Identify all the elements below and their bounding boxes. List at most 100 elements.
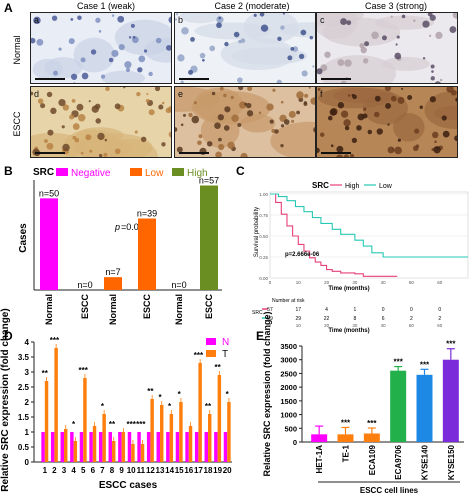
cell-nucleus bbox=[381, 35, 387, 41]
c-risk-xtick: 40 bbox=[381, 323, 387, 328]
b-pvalue-p: p bbox=[114, 222, 120, 232]
d-plot-area: 00.511.522.533.54**1***2 3*4***5 6*7**8 9**… bbox=[18, 336, 232, 475]
cell-nucleus bbox=[53, 70, 58, 76]
cell-nucleus bbox=[125, 67, 131, 73]
cell-nucleus bbox=[419, 105, 423, 109]
c-risk-xtick: 0 bbox=[269, 323, 272, 328]
cell-nucleus bbox=[216, 16, 224, 24]
e-bar bbox=[337, 434, 354, 442]
cell-nucleus bbox=[188, 112, 193, 118]
d-ytick-label: 2.5 bbox=[18, 383, 30, 392]
c-xtick-label: 10 bbox=[296, 280, 302, 285]
cell-nucleus bbox=[296, 91, 304, 99]
d-bar-n bbox=[70, 432, 74, 462]
ihc-image-d: d bbox=[30, 86, 172, 158]
d-legend-swatch-n bbox=[206, 338, 216, 345]
e-ytick-label: 2000 bbox=[280, 383, 297, 392]
cell-nucleus bbox=[413, 19, 416, 22]
cell-nucleus bbox=[259, 13, 265, 17]
ihc-image-f: f bbox=[316, 86, 458, 158]
d-xtick-label: 20 bbox=[223, 466, 232, 475]
cell-nucleus bbox=[209, 45, 216, 52]
d-bar-n bbox=[89, 432, 93, 462]
cell-nucleus bbox=[292, 46, 299, 52]
cell-nucleus bbox=[414, 128, 420, 134]
cell-nucleus bbox=[304, 93, 309, 98]
cell-nucleus bbox=[91, 105, 99, 113]
d-ytick-label: 4 bbox=[25, 338, 30, 347]
cell-nucleus bbox=[73, 82, 76, 83]
tissue-patch bbox=[220, 38, 296, 71]
tissue-patch bbox=[317, 13, 358, 40]
cell-nucleus bbox=[31, 91, 34, 96]
cell-nucleus bbox=[175, 127, 178, 132]
d-xtick-label: 7 bbox=[100, 466, 105, 475]
e-ytick-label: 1500 bbox=[280, 397, 297, 406]
cell-nucleus bbox=[312, 65, 315, 68]
cell-nucleus bbox=[390, 95, 397, 102]
cell-nucleus bbox=[291, 119, 295, 123]
cell-nucleus bbox=[356, 125, 362, 131]
cell-nucleus bbox=[114, 148, 121, 155]
cell-nucleus bbox=[148, 109, 155, 116]
panel-e-letter: E bbox=[256, 329, 264, 343]
tissue-patch bbox=[374, 15, 435, 30]
d-bar-t bbox=[140, 444, 145, 462]
d-xtick-label: 2 bbox=[52, 466, 57, 475]
e-bar bbox=[363, 433, 380, 442]
cell-nucleus bbox=[320, 64, 328, 72]
cell-nucleus bbox=[283, 119, 290, 125]
b-bar-label: n=0 bbox=[77, 280, 92, 290]
cell-nucleus bbox=[276, 79, 282, 83]
cell-nucleus bbox=[373, 111, 380, 118]
b-legend-swatch-high bbox=[172, 168, 184, 176]
cell-nucleus bbox=[85, 134, 92, 141]
c-risk-group-label: SRC bbox=[252, 310, 263, 316]
c-xtick-label: 0 bbox=[269, 280, 272, 285]
b-tick-label: ESCC bbox=[80, 294, 90, 320]
cell-nucleus bbox=[76, 103, 84, 111]
panel-b-letter: B bbox=[4, 164, 13, 178]
d-bar-t bbox=[92, 426, 97, 462]
d-bar-t bbox=[217, 375, 222, 462]
e-group-label: ESCC cell lines bbox=[360, 486, 419, 495]
d-ytick-label: 3 bbox=[25, 368, 30, 377]
c-legend-high: High bbox=[345, 183, 360, 190]
cell-nucleus bbox=[407, 95, 413, 100]
c-risk-low-cell: 2 bbox=[438, 316, 441, 322]
e-xtick-label: ECA9706 bbox=[394, 444, 403, 479]
cell-nucleus bbox=[442, 130, 450, 138]
cell-nucleus bbox=[340, 110, 349, 118]
tissue-patch bbox=[382, 56, 431, 71]
c-risk-high-cell: 0 bbox=[438, 307, 441, 313]
cell-nucleus bbox=[167, 106, 171, 113]
d-bar-n bbox=[41, 432, 45, 462]
cell-nucleus bbox=[247, 87, 253, 92]
cell-nucleus bbox=[161, 142, 166, 147]
cell-nucleus bbox=[138, 55, 146, 63]
b-bar bbox=[138, 218, 156, 290]
cell-nucleus bbox=[46, 91, 53, 98]
d-bar-n bbox=[185, 432, 189, 462]
d-bar-n bbox=[166, 432, 170, 462]
cell-nucleus bbox=[90, 49, 97, 55]
d-xtick-label: 10 bbox=[127, 466, 136, 475]
c-km-curve-high bbox=[270, 193, 398, 277]
cell-nucleus bbox=[434, 81, 441, 83]
e-sig: *** bbox=[446, 340, 456, 349]
d-bar-n bbox=[146, 432, 151, 462]
cell-nucleus bbox=[95, 17, 101, 23]
cell-nucleus bbox=[98, 153, 103, 157]
d-sig: ** bbox=[205, 402, 212, 411]
cell-nucleus bbox=[197, 140, 202, 146]
b-tick-label: ESCC bbox=[204, 294, 214, 320]
e-bar bbox=[311, 434, 328, 442]
cell-nucleus bbox=[253, 13, 257, 17]
cell-nucleus bbox=[175, 18, 178, 21]
b-ylabel: Cases bbox=[18, 223, 29, 253]
d-bar-t bbox=[121, 432, 126, 462]
d-sig: ** bbox=[214, 363, 221, 372]
c-risk-xtick: 50 bbox=[409, 323, 415, 328]
d-bar-t bbox=[83, 378, 87, 462]
